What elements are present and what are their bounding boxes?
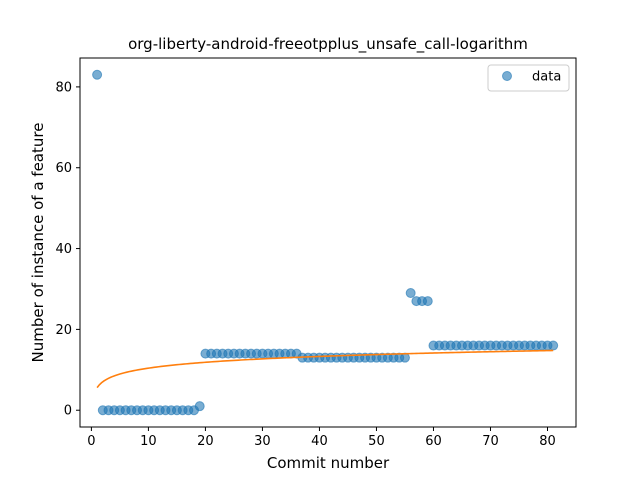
x-tick-label: 60 [425, 434, 442, 449]
y-tick-label: 80 [55, 80, 72, 95]
y-axis: 0 20 40 60 80 [55, 80, 80, 419]
x-tick-label: 80 [539, 434, 556, 449]
x-tick-label: 10 [140, 434, 157, 449]
data-point [548, 340, 559, 351]
x-axis: 0 10 20 30 40 50 60 70 80 [87, 427, 556, 449]
fit-line [96, 349, 554, 389]
y-tick-label: 0 [64, 404, 72, 419]
legend-label-data: data [532, 70, 561, 85]
data-point [405, 288, 416, 299]
legend: data [487, 64, 570, 92]
x-tick-label: 30 [254, 434, 271, 449]
data-point [92, 69, 103, 80]
y-axis-label: Number of instance of a feature [29, 123, 47, 363]
x-tick-label: 50 [368, 434, 385, 449]
x-axis-label: Commit number [267, 454, 390, 472]
series-layer [92, 69, 559, 416]
x-tick-label: 70 [482, 434, 499, 449]
x-tick-label: 0 [87, 434, 95, 449]
x-tick-label: 20 [197, 434, 214, 449]
data-point [194, 401, 205, 412]
chart-title: org-liberty-android-freeotpplus_unsafe_c… [128, 35, 528, 54]
legend-marker-data [502, 71, 512, 81]
y-tick-label: 40 [55, 242, 72, 257]
y-tick-label: 60 [55, 161, 72, 176]
plot-frame [79, 57, 577, 428]
y-tick-label: 20 [55, 323, 72, 338]
data-point [422, 296, 433, 307]
x-tick-label: 40 [311, 434, 328, 449]
